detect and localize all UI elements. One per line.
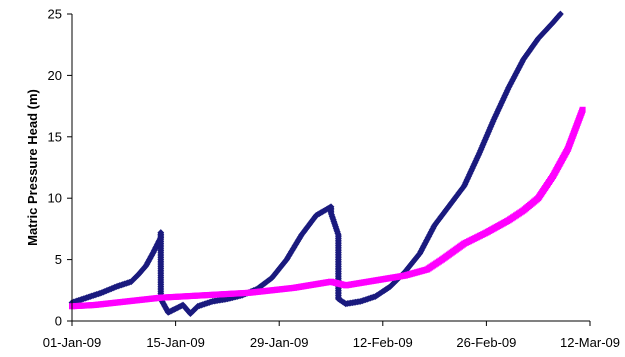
- series-2: [69, 106, 586, 310]
- x-tick-label: 12-Mar-09: [560, 335, 620, 350]
- y-tick-label: 25: [48, 7, 62, 22]
- y-tick-label: 20: [48, 68, 62, 83]
- y-tick-label: 15: [48, 129, 62, 144]
- data-point: [579, 106, 586, 113]
- y-tick-label: 0: [55, 314, 62, 329]
- y-axis-label: Matric Pressure Head (m): [25, 89, 40, 246]
- y-tick-label: 5: [55, 252, 62, 267]
- x-tick-label: 01-Jan-09: [43, 335, 102, 350]
- x-tick-label: 15-Jan-09: [146, 335, 205, 350]
- data-point: [557, 10, 564, 18]
- x-tick-label: 12-Feb-09: [353, 335, 413, 350]
- axis-layer: [67, 13, 591, 326]
- y-tick-label: 10: [48, 191, 62, 206]
- data-layer: [68, 10, 586, 318]
- x-tick-label: 26-Feb-09: [456, 335, 516, 350]
- series-1: [68, 10, 564, 318]
- x-tick-label: 29-Jan-09: [250, 335, 309, 350]
